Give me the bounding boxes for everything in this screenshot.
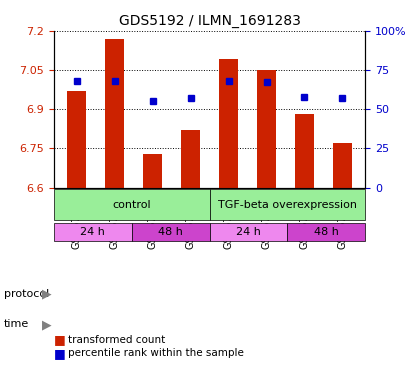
Title: GDS5192 / ILMN_1691283: GDS5192 / ILMN_1691283 xyxy=(119,14,300,28)
Text: TGF-beta overexpression: TGF-beta overexpression xyxy=(218,200,357,210)
Bar xyxy=(333,143,352,188)
Text: 48 h: 48 h xyxy=(158,227,183,237)
Text: ▶: ▶ xyxy=(42,287,51,300)
Text: 24 h: 24 h xyxy=(236,227,261,237)
Text: 48 h: 48 h xyxy=(314,227,339,237)
Text: time: time xyxy=(4,319,29,329)
Bar xyxy=(105,38,124,188)
Bar xyxy=(67,91,86,188)
FancyBboxPatch shape xyxy=(287,223,365,240)
FancyBboxPatch shape xyxy=(132,223,210,240)
Text: ■: ■ xyxy=(54,347,66,360)
Text: percentile rank within the sample: percentile rank within the sample xyxy=(68,348,244,358)
Bar xyxy=(257,70,276,188)
FancyBboxPatch shape xyxy=(54,223,132,240)
Bar xyxy=(295,114,314,188)
FancyBboxPatch shape xyxy=(210,189,365,220)
Text: ▶: ▶ xyxy=(42,318,51,331)
Text: control: control xyxy=(112,200,151,210)
Text: ■: ■ xyxy=(54,333,66,346)
Bar xyxy=(219,60,238,188)
FancyBboxPatch shape xyxy=(210,223,287,240)
Text: 24 h: 24 h xyxy=(81,227,105,237)
FancyBboxPatch shape xyxy=(54,189,210,220)
Bar xyxy=(181,130,200,188)
Text: transformed count: transformed count xyxy=(68,335,166,345)
Text: protocol: protocol xyxy=(4,289,49,299)
Bar xyxy=(143,154,162,188)
